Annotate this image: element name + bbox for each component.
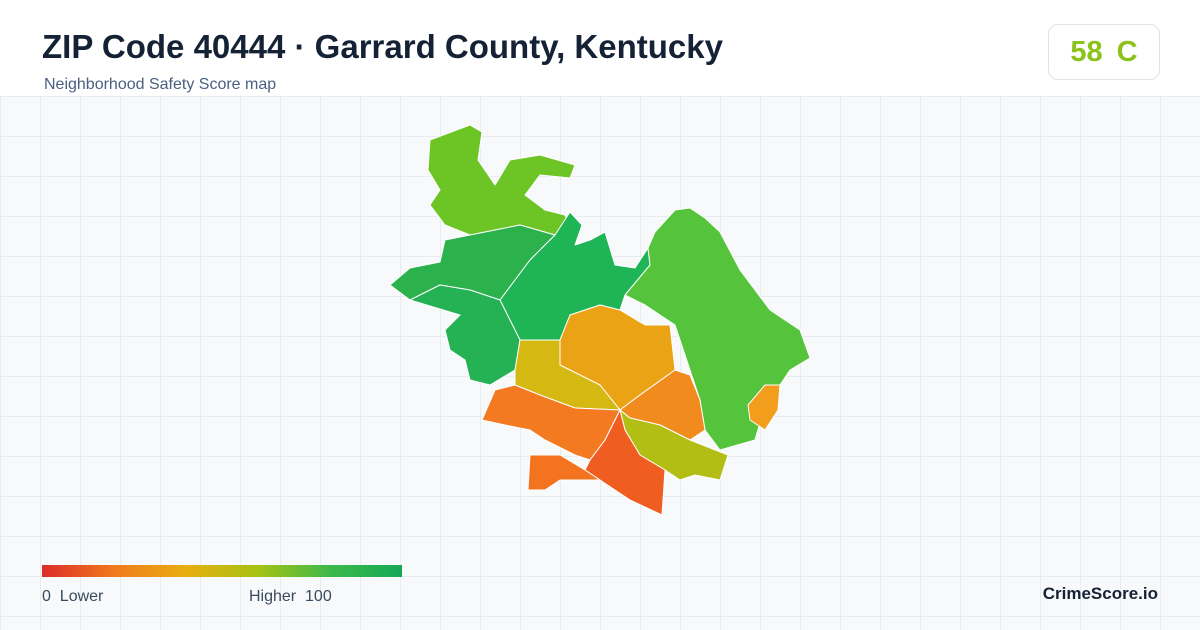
legend-min-value: 0 [42, 588, 51, 605]
score-badge: 58 C [1048, 24, 1160, 80]
region [427, 124, 576, 236]
legend-gradient [42, 565, 402, 577]
region [527, 454, 601, 491]
title: ZIP Code 40444 · Garrard County, Kentuck… [42, 28, 723, 65]
header [0, 0, 1200, 96]
legend-min-label: Lower [59, 588, 104, 605]
legend-min: 0 Lower [42, 588, 103, 606]
score-value: 58 [1070, 35, 1103, 68]
legend-max: Higher 100 [249, 588, 332, 606]
legend-max-label: Higher [249, 588, 297, 605]
subtitle: Neighborhood Safety Score map [44, 76, 277, 93]
region [584, 409, 666, 516]
score-grade: C [1116, 35, 1138, 68]
legend-max-value: 100 [305, 588, 332, 605]
region [409, 284, 521, 386]
region [747, 384, 781, 431]
brand: CrimeScore.io [1042, 584, 1158, 603]
